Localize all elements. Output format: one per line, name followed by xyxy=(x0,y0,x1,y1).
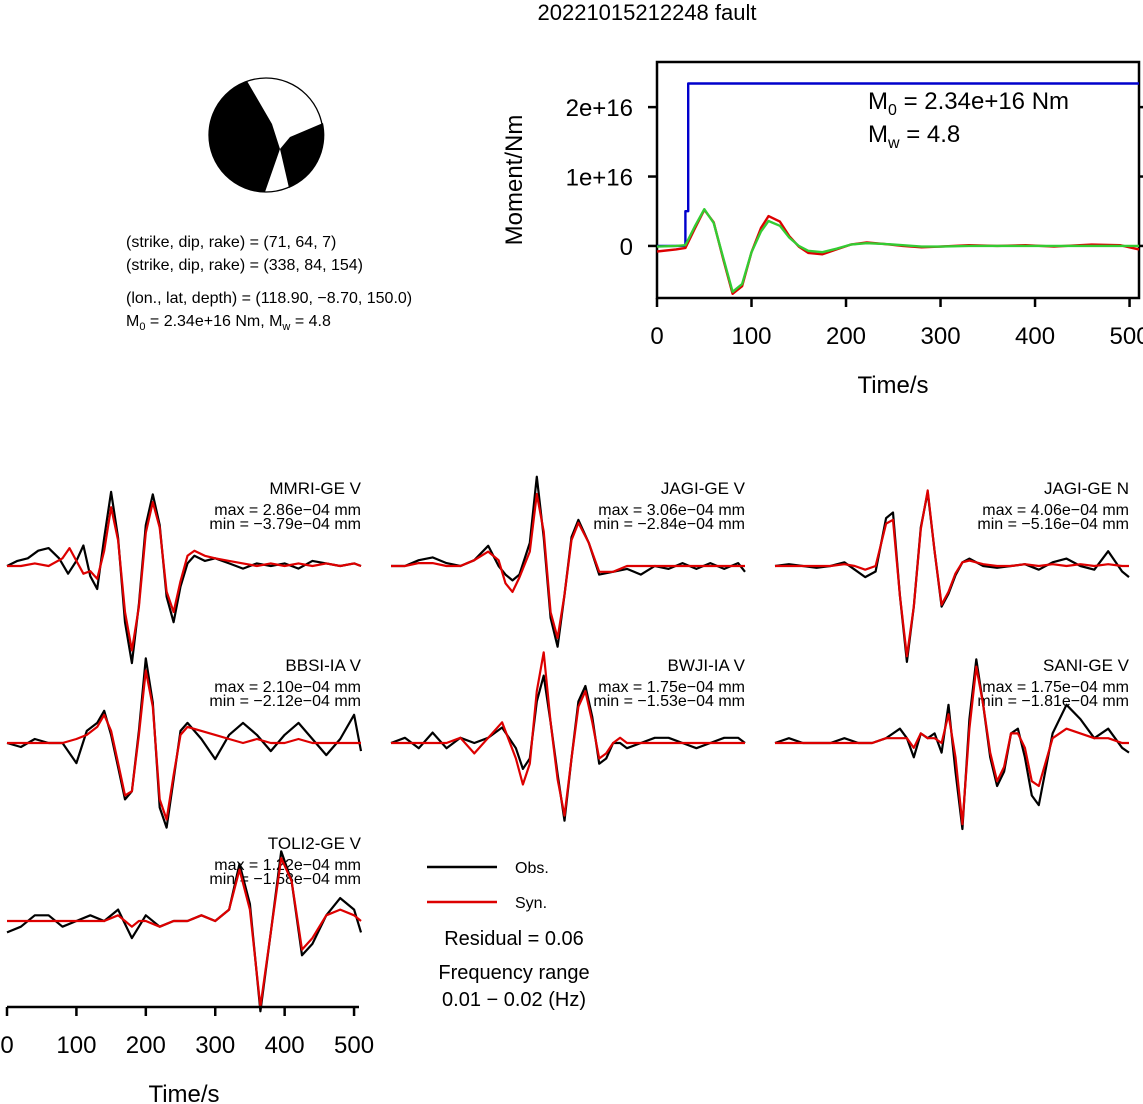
station-min-label: min = −2.84e−04 mm xyxy=(593,516,745,533)
station-min-label: min = −5.16e−04 mm xyxy=(977,516,1129,533)
plane2-label: (strike, dip, rake) = (338, 84, 154) xyxy=(126,257,363,274)
waveform-x-ticks: 0 100 200 300 400 500 xyxy=(0,1007,374,1059)
figure-title: 20221015212248 fault xyxy=(538,0,757,25)
station-label: JAGI-GE V xyxy=(661,479,746,498)
observed-trace xyxy=(6,490,362,665)
station-label: SANI-GE V xyxy=(1043,656,1130,675)
frequency-range: 0.01 − 0.02 (Hz) xyxy=(442,989,586,1011)
moment-panel: 0 1e+16 2e+16 0 100 200 300 400 500 Moment/Nm T… xyxy=(501,60,1143,399)
beachball-quadrant-left xyxy=(208,81,280,192)
station-min-label: min = −2.12e−04 mm xyxy=(209,693,361,710)
station-max-label: max = 2.86e−04 mm xyxy=(214,502,361,519)
location-label: (lon., lat, depth) = (118.90, −8.70, 150… xyxy=(126,290,412,307)
moment-x-tick-label: 400 xyxy=(1015,323,1055,350)
waveform-x-tick-label: 200 xyxy=(126,1032,166,1059)
synthetic-trace xyxy=(7,669,361,821)
moment-rate-green-line xyxy=(656,207,1139,293)
moment-annotation-m0: M0 = 2.34e+16 Nm xyxy=(868,88,1069,119)
moment-x-tick-label: 500 xyxy=(1110,323,1143,350)
station-max-label: max = 1.22e−04 mm xyxy=(214,857,361,874)
moment-y-ticks: 0 1e+16 2e+16 xyxy=(566,95,1143,261)
plane1-label: (strike, dip, rake) = (71, 64, 7) xyxy=(126,234,336,251)
moment-x-tick-label: 100 xyxy=(731,323,771,350)
synthetic-trace xyxy=(775,665,1129,826)
beachball xyxy=(208,77,325,193)
synthetic-trace xyxy=(775,489,1129,658)
station-label: BBSI-IA V xyxy=(285,656,361,675)
legend-obs-label: Obs. xyxy=(515,860,549,877)
moment-x-ticks: 0 100 200 300 400 500 xyxy=(650,298,1143,350)
synthetic-trace xyxy=(7,501,362,652)
waveform-xlabel: Time/s xyxy=(148,1081,219,1104)
station-max-label: max = 1.75e−04 mm xyxy=(982,679,1129,696)
moment-x-tick-label: 200 xyxy=(826,323,866,350)
station-max-label: max = 1.75e−04 mm xyxy=(598,679,745,696)
moment-ylabel: Moment/Nm xyxy=(501,115,528,246)
waveform-axis: 0 100 200 300 400 500 Time/s xyxy=(0,1005,374,1104)
moment-frame xyxy=(655,60,1141,300)
station-label: BWJI-IA V xyxy=(668,656,746,675)
moment-y-tick-label: 0 xyxy=(620,234,633,261)
moment-y-tick-label: 2e+16 xyxy=(566,95,633,122)
moment-x-tick-label: 300 xyxy=(921,323,961,350)
synthetic-trace xyxy=(391,651,745,817)
moment-x-tick-label: 0 xyxy=(650,323,663,350)
station-min-label: min = −1.81e−04 mm xyxy=(977,693,1129,710)
station-min-label: min = −1.58e−04 mm xyxy=(209,871,361,888)
moment-annotation-mw: Mw = 4.8 xyxy=(868,121,960,152)
legend-syn-label: Syn. xyxy=(515,895,547,912)
frequency-title: Frequency range xyxy=(438,962,589,984)
magnitude-label: M0 = 2.34e+16 Nm, Mw = 4.8 xyxy=(126,313,331,333)
waveform-x-tick-label: 100 xyxy=(56,1032,96,1059)
moment-series xyxy=(656,82,1140,295)
beachball-quadrant-right xyxy=(280,123,325,188)
waveform-x-tick-label: 0 xyxy=(0,1032,13,1059)
moment-y-tick-label: 1e+16 xyxy=(566,165,633,192)
moment-xlabel: Time/s xyxy=(857,372,928,399)
synthetic-trace xyxy=(391,492,745,640)
synthetic-trace xyxy=(7,856,362,1008)
station-max-label: max = 2.10e−04 mm xyxy=(214,679,361,696)
legend: Obs. Syn. Residual = 0.06 Frequency rang… xyxy=(427,860,590,1011)
mechanism-text: (strike, dip, rake) = (71, 64, 7) (strik… xyxy=(126,234,412,333)
waveform-x-tick-label: 500 xyxy=(334,1032,374,1059)
station-min-label: min = −3.79e−04 mm xyxy=(209,516,361,533)
observed-trace xyxy=(6,657,363,829)
waveform-x-tick-label: 400 xyxy=(265,1032,305,1059)
waveform-x-tick-label: 300 xyxy=(195,1032,235,1059)
station-min-label: min = −1.53e−04 mm xyxy=(593,693,745,710)
station-max-label: max = 4.06e−04 mm xyxy=(982,502,1129,519)
residual-label: Residual = 0.06 xyxy=(444,928,584,950)
station-label: JAGI-GE N xyxy=(1044,479,1129,498)
station-label: MMRI-GE V xyxy=(269,479,361,498)
station-label: TOLI2-GE V xyxy=(268,834,362,853)
station-max-label: max = 3.06e−04 mm xyxy=(598,502,745,519)
